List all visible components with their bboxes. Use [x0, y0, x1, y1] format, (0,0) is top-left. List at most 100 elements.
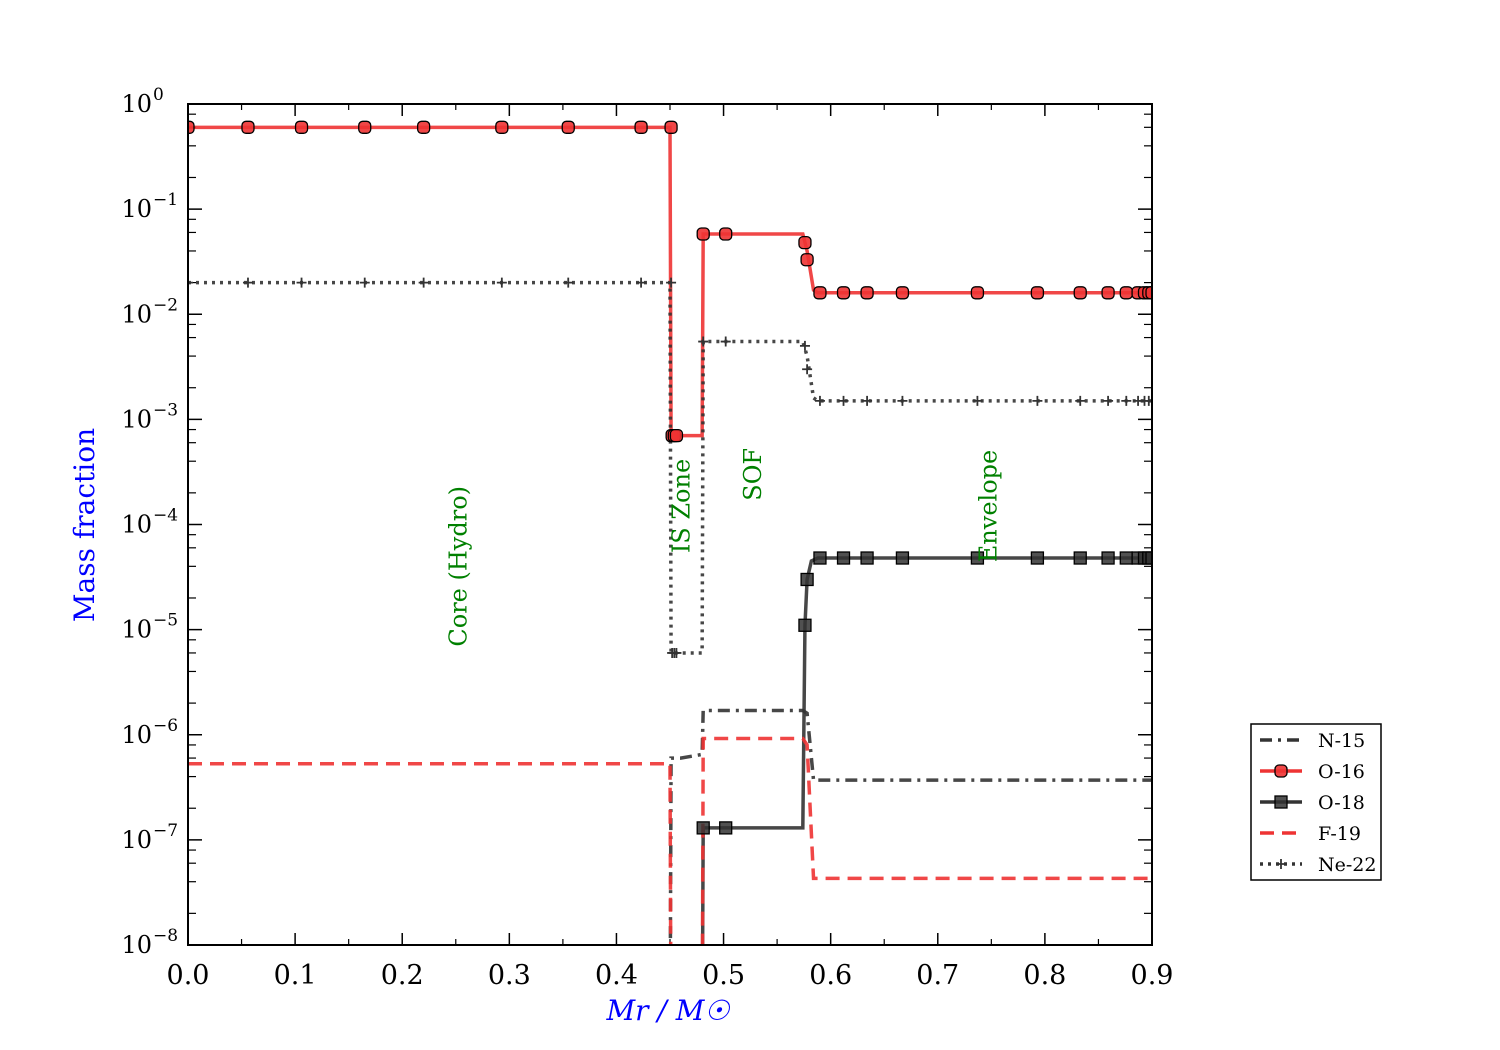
- y-tick-exponent: 0: [153, 85, 164, 105]
- marker-ne-22: [802, 364, 813, 375]
- marker-o-18: [798, 618, 812, 632]
- marker-ne-22: [972, 395, 983, 406]
- annotation-label: SOF: [739, 448, 767, 501]
- marker-ne-22: [814, 395, 825, 406]
- y-tick-label: 10: [121, 931, 152, 959]
- marker-o-16: [800, 253, 814, 267]
- marker-o-18: [1073, 551, 1087, 565]
- marker-ne-22: [1121, 395, 1132, 406]
- x-tick-label: 0.4: [595, 960, 638, 991]
- marker-o-16: [188, 120, 195, 134]
- marker-ne-22: [671, 647, 682, 658]
- y-tick-exponent: −1: [153, 190, 178, 210]
- marker-o-16: [664, 120, 678, 134]
- annotation-label: Core (Hydro): [445, 486, 473, 647]
- x-tick-label: 0.5: [702, 960, 745, 991]
- marker-o-18: [696, 821, 710, 835]
- marker-o-18: [860, 551, 874, 565]
- marker-o-16: [294, 120, 309, 134]
- y-tick-label: 10: [121, 511, 152, 539]
- legend-label-f-19: F-19: [1318, 823, 1361, 845]
- marker-o-16: [1119, 286, 1133, 300]
- marker-ne-22: [862, 395, 873, 406]
- y-tick-exponent: −5: [153, 611, 178, 631]
- y-tick-label: 10: [121, 721, 152, 749]
- y-axis-label: Mass fraction: [68, 428, 101, 622]
- marker-o-18: [1101, 551, 1115, 565]
- series-line-ne-22: [188, 280, 1152, 655]
- marker-o-16: [895, 286, 910, 300]
- legend-marker-o-18: [1274, 795, 1288, 809]
- marker-o-18: [1030, 551, 1045, 565]
- x-tick-label: 0.9: [1131, 960, 1174, 991]
- marker-ne-22: [1075, 395, 1086, 406]
- marker-o-18: [1145, 551, 1152, 565]
- marker-o-16: [561, 120, 575, 134]
- marker-o-16: [669, 429, 684, 443]
- marker-o-16: [634, 120, 648, 134]
- marker-o-16: [1101, 286, 1115, 300]
- series-markers: [188, 120, 1152, 835]
- marker-o-16: [1073, 286, 1087, 300]
- marker-o-16: [836, 286, 851, 300]
- marker-ne-22: [698, 336, 709, 347]
- x-tick-label: 0.6: [809, 960, 852, 991]
- marker-o-16: [358, 120, 372, 134]
- marker-o-16: [495, 120, 509, 134]
- marker-ne-22: [359, 277, 370, 288]
- x-tick-label: 0.3: [488, 960, 531, 991]
- x-tick-label: 0.1: [274, 960, 317, 991]
- x-tick-label: 0.7: [916, 960, 959, 991]
- marker-ne-22: [720, 336, 731, 347]
- y-tick-label: 10: [121, 90, 152, 118]
- annotation-label: Envelope: [975, 450, 1003, 562]
- legend-label-o-18: O-18: [1318, 792, 1365, 814]
- legend-marker-o-16: [1274, 764, 1288, 778]
- y-tick-label: 10: [121, 300, 152, 328]
- legend-label-ne-22: Ne-22: [1318, 854, 1376, 876]
- y-tick-label: 10: [121, 826, 152, 854]
- marker-o-16: [970, 286, 985, 300]
- x-axis-label: Mr / M☉: [605, 994, 731, 1027]
- marker-o-16: [813, 286, 827, 300]
- y-tick-exponent: −2: [153, 295, 178, 315]
- marker-ne-22: [897, 395, 908, 406]
- legend-label-n-15: N-15: [1318, 730, 1365, 752]
- marker-ne-22: [296, 277, 307, 288]
- y-tick-label: 10: [121, 405, 152, 433]
- marker-ne-22: [666, 277, 677, 288]
- x-tick-label: 0.2: [381, 960, 424, 991]
- marker-o-16: [696, 227, 710, 241]
- marker-ne-22: [636, 277, 647, 288]
- marker-o-16: [416, 120, 431, 134]
- marker-ne-22: [838, 395, 849, 406]
- marker-o-18: [970, 551, 985, 565]
- legend-marker-ne-22: [1276, 859, 1286, 869]
- x-tick-label: 0.0: [167, 960, 210, 991]
- legend: N-15 O-16 O-18 F-19 Ne-22: [1250, 723, 1382, 881]
- marker-o-18: [1119, 551, 1133, 565]
- marker-o-16: [1030, 286, 1045, 300]
- marker-ne-22: [242, 277, 253, 288]
- x-tick-labels: 0.0 0.1 0.2 0.3 0.4 0.5 0.6 0.7 0.8 0.9: [167, 960, 1174, 991]
- annotations: Core (Hydro) IS Zone SOF Envelope: [445, 448, 1003, 647]
- marker-ne-22: [496, 277, 507, 288]
- marker-o-18: [895, 551, 910, 565]
- y-tick-label: 10: [121, 616, 152, 644]
- marker-ne-22: [799, 340, 810, 351]
- marker-ne-22: [563, 277, 574, 288]
- marker-o-16: [719, 227, 733, 241]
- series-lines: [188, 125, 1152, 945]
- marker-o-18: [800, 572, 814, 587]
- annotation-label: IS Zone: [667, 459, 695, 553]
- marker-ne-22: [1147, 395, 1152, 406]
- marker-o-18: [813, 551, 827, 565]
- marker-ne-22: [188, 277, 193, 288]
- marker-o-18: [719, 821, 733, 835]
- marker-ne-22: [418, 277, 429, 288]
- y-tick-exponent: −8: [153, 926, 178, 946]
- y-tick-exponent: −4: [153, 506, 178, 526]
- marker-o-16: [241, 120, 255, 134]
